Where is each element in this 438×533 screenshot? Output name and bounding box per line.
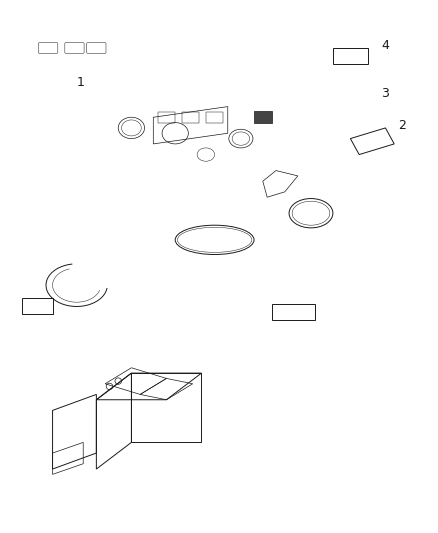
Text: 4: 4 bbox=[381, 39, 389, 52]
Text: 1: 1 bbox=[77, 76, 85, 89]
Text: 2: 2 bbox=[399, 119, 406, 132]
Text: 3: 3 bbox=[381, 87, 389, 100]
FancyBboxPatch shape bbox=[254, 111, 272, 123]
